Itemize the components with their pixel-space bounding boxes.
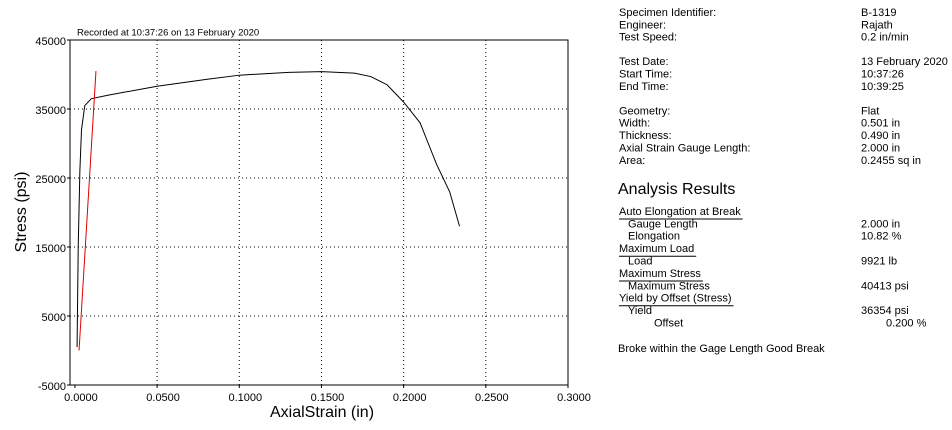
info-value: 2.000 in [861, 143, 900, 155]
result-value: 0.200 % [886, 318, 927, 330]
y-axis-title: Stress (psi) [13, 172, 30, 253]
result-label: Load [628, 256, 652, 268]
x-tick-label: 0.1000 [228, 392, 262, 404]
info-value: 13 February 2020 [861, 56, 948, 68]
info-label: End Time: [619, 81, 669, 93]
data-line [78, 71, 97, 351]
data-line [76, 71, 461, 348]
result-label: Yield [628, 305, 652, 317]
info-value: 10:37:26 [861, 69, 904, 81]
result-label: Elongation [628, 231, 680, 243]
section-heading: Maximum Load [619, 243, 694, 255]
info-value: 0.501 in [861, 118, 900, 130]
info-value: 0.490 in [861, 130, 900, 142]
x-axis-title: AxialStrain (in) [270, 404, 374, 421]
x-tick-label: 0.0000 [64, 392, 98, 404]
analysis-title: Analysis Results [618, 181, 735, 198]
info-value: 0.2 in/min [861, 32, 909, 44]
result-value: 2.000 in [861, 218, 900, 230]
info-label: Thickness: [619, 130, 672, 142]
info-label: Test Speed: [619, 32, 677, 44]
info-label: Width: [619, 118, 650, 130]
result-value: 36354 psi [861, 305, 909, 317]
y-tick-label: 25000 [35, 174, 66, 186]
y-tick-label: 15000 [35, 243, 66, 255]
y-tick-label: 35000 [35, 105, 66, 117]
result-value: 40413 psi [861, 280, 909, 292]
x-tick-label: 0.2500 [475, 392, 509, 404]
result-label: Offset [654, 318, 683, 330]
y-tick-label: -5000 [38, 381, 66, 393]
plot-frame [69, 39, 569, 386]
info-label: Geometry: [619, 105, 670, 117]
y-tick-label: 5000 [42, 312, 66, 324]
result-value: 9921 lb [861, 256, 897, 268]
info-value: Flat [861, 105, 879, 117]
section-heading: Auto Elongation at Break [619, 206, 741, 218]
info-label: Start Time: [619, 69, 672, 81]
section-heading: Maximum Stress [619, 268, 701, 280]
info-value: Rajath [861, 19, 893, 31]
result-label: Maximum Stress [628, 280, 710, 292]
result-value: 10.82 % [861, 231, 902, 243]
info-label: Axial Strain Gauge Length: [619, 143, 750, 155]
x-tick-label: 0.1500 [311, 392, 345, 404]
x-tick-label: 0.3000 [557, 392, 591, 404]
info-value: 10:39:25 [861, 81, 904, 93]
info-label: Engineer: [619, 19, 666, 31]
info-label: Test Date: [619, 56, 669, 68]
info-value: 0.2455 sq in [861, 155, 921, 167]
chart-title: Recorded at 10:37:26 on 13 February 2020 [77, 28, 259, 39]
info-label: Specimen Identifier: [619, 7, 716, 19]
result-label: Gauge Length [628, 218, 698, 230]
y-tick-label: 45000 [35, 36, 66, 48]
section-heading: Yield by Offset (Stress) [619, 293, 731, 305]
info-value: B-1319 [861, 7, 896, 19]
x-tick-label: 0.0500 [146, 392, 180, 404]
info-label: Area: [619, 155, 645, 167]
footer-note: Broke within the Gage Length Good Break [618, 343, 825, 355]
x-tick-label: 0.2000 [393, 392, 427, 404]
